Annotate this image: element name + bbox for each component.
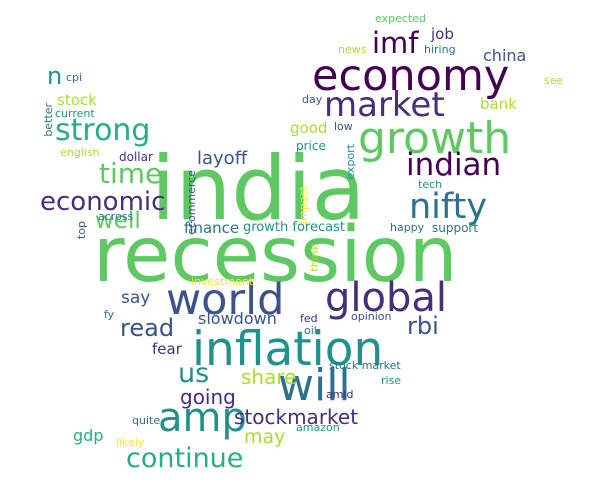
word-read: read: [120, 316, 174, 340]
word-english: english: [60, 147, 100, 158]
word-news: news: [338, 44, 366, 55]
word-think: think: [309, 244, 320, 272]
word-strong: strong: [55, 116, 150, 146]
word-impact: impact: [298, 186, 309, 224]
word-price: price: [296, 140, 326, 152]
word-time: time: [99, 160, 162, 188]
word-hiring: hiring: [424, 44, 456, 55]
word-oil: oil: [304, 325, 317, 336]
word-good: good: [290, 121, 327, 136]
word-tech: tech: [418, 179, 442, 190]
word-opinion: opinion: [351, 311, 392, 322]
word-see: see: [544, 75, 563, 86]
word-nifty: nifty: [409, 190, 487, 225]
word-dollar: dollar: [119, 151, 153, 163]
word-top: top: [76, 221, 87, 239]
word-likely: likely: [116, 437, 144, 448]
word-cpi: cpi: [66, 72, 82, 83]
word-growth-forecast: growth forecast: [243, 221, 345, 234]
word-gdp: gdp: [73, 428, 103, 444]
word-quite: quite: [132, 415, 160, 426]
word-amid: amid: [326, 389, 354, 400]
word-stock-market: stock market: [329, 360, 401, 371]
word-share: share: [241, 367, 296, 387]
word-imf: imf: [372, 29, 419, 58]
word-fear: fear: [152, 342, 182, 357]
word-job: job: [431, 27, 454, 42]
word-support: support: [432, 222, 478, 234]
word-day: day: [302, 94, 322, 105]
word-china: china: [483, 48, 526, 64]
word-rise: rise: [381, 375, 401, 386]
word-ecommerce: ecommerce: [186, 170, 197, 235]
word-may: may: [244, 428, 285, 447]
word-continue: continue: [126, 445, 243, 472]
word-happy: happy: [390, 222, 424, 233]
word-expected: expected: [375, 13, 426, 24]
word-fed: fed: [300, 313, 318, 324]
word-across: across: [98, 211, 133, 222]
word-better: better: [43, 103, 54, 137]
word-layoff: layoff: [197, 150, 247, 168]
word-indian: indian: [406, 150, 501, 181]
word-rbi: rbi: [407, 314, 439, 338]
word-going: going: [180, 387, 236, 407]
word-stock: stock: [57, 93, 97, 108]
word-us: us: [178, 360, 209, 387]
word-slowdown: slowdown: [198, 311, 277, 327]
word-current: current: [55, 108, 95, 119]
word-amazon: amazon: [296, 422, 340, 433]
word-export: export: [345, 144, 356, 180]
word-market: market: [324, 88, 445, 122]
word-investment: investment: [191, 276, 253, 287]
word-bank: bank: [480, 97, 517, 112]
word-low: low: [334, 121, 353, 132]
word-say: say: [121, 290, 150, 307]
word-n: n: [47, 64, 62, 88]
word-fy: fy: [104, 309, 114, 320]
